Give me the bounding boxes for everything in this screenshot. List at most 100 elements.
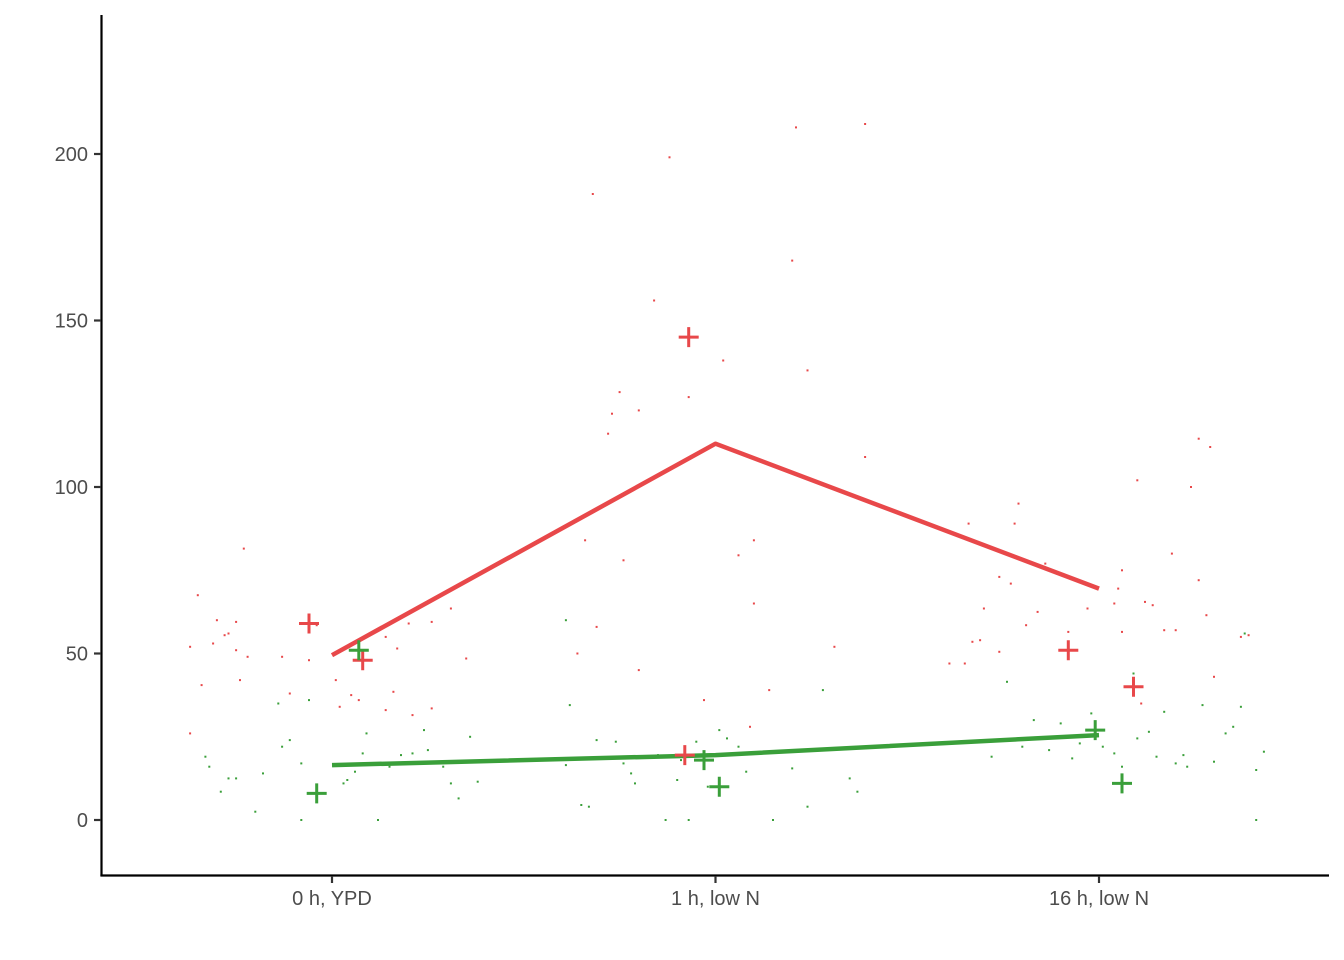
data-point-series-1 [795,126,797,129]
data-point-series-1 [1209,446,1212,448]
data-point-series-1 [1086,607,1089,610]
data-point-series-1 [396,647,399,650]
y-tick-label: 100 [55,477,88,499]
mean-lines-layer [330,441,1100,768]
data-point-series-2 [1155,755,1158,758]
data-point-series-2 [1132,672,1135,675]
summary-cross-series-2 [1085,720,1106,741]
data-point-series-1 [315,624,318,627]
data-point-series-1 [1144,600,1146,603]
data-point-series-1 [982,607,985,610]
data-point-series-1 [430,620,433,623]
data-point-series-2 [1006,680,1008,683]
data-point-series-2 [277,702,280,705]
data-point-series-1 [737,554,740,557]
y-tick-label: 150 [55,311,88,333]
x-tick-label: 0 h, YPD [292,888,372,910]
data-point-series-2 [856,790,859,793]
data-point-series-2 [1182,754,1185,757]
data-point-series-1 [833,645,836,648]
data-point-series-2 [821,689,824,692]
data-point-series-1 [1036,610,1039,613]
data-point-series-2 [1243,632,1246,635]
mean-line-series-2 [331,732,1100,768]
data-point-series-1 [246,655,249,658]
data-point-series-2 [1255,819,1258,821]
data-point-series-1 [1205,614,1208,617]
data-point-series-2 [388,765,391,768]
data-point-series-1 [618,391,621,394]
data-point-series-2 [400,754,402,757]
data-point-series-1 [722,359,725,362]
summary-cross-series-1 [299,613,319,634]
data-point-series-1 [212,642,215,645]
data-point-series-2 [706,785,709,788]
data-point-series-1 [227,632,230,635]
data-point-series-2 [595,739,598,742]
data-point-series-2 [1101,745,1104,748]
data-point-series-2 [680,759,682,762]
data-point-series-1 [357,699,360,702]
data-point-series-1 [637,409,640,412]
data-point-series-1 [864,123,867,125]
summary-cross-series-2 [306,783,327,804]
data-point-series-1 [668,156,671,159]
summary-cross-series-2 [694,750,714,771]
data-point-series-1 [1136,479,1139,482]
data-point-series-2 [1021,745,1024,748]
data-point-series-2 [1048,749,1051,752]
data-point-series-1 [864,456,867,458]
data-point-series-2 [676,779,679,781]
data-point-series-1 [200,684,203,687]
data-point-series-1 [189,645,192,648]
data-point-series-2 [377,819,379,821]
data-point-series-1 [576,652,579,655]
data-point-series-1 [791,259,794,262]
data-point-series-1 [611,412,613,415]
data-point-series-2 [227,777,230,780]
data-point-series-2 [1121,765,1123,768]
data-point-series-2 [1201,704,1204,707]
summary-cross-series-2 [1112,773,1132,794]
data-point-series-1 [806,369,809,372]
y-tick-label: 50 [66,644,88,666]
data-point-series-2 [848,777,851,780]
data-point-series-2 [1078,742,1081,745]
x-tick-label: 1 h, low N [671,888,760,910]
data-point-series-2 [346,779,349,781]
data-point-series-1 [1197,579,1200,582]
data-point-series-2 [288,739,291,742]
data-point-series-1 [591,193,594,195]
data-point-series-1 [235,620,238,623]
data-point-series-1 [407,622,410,625]
data-point-series-1 [1121,569,1123,572]
data-point-series-2 [1239,705,1242,708]
data-point-series-1 [1151,604,1154,607]
summary-cross-series-1 [674,745,695,766]
data-point-series-2 [587,805,590,808]
data-point-series-2 [791,767,794,770]
data-point-series-2 [1174,762,1177,765]
data-point-series-1 [1163,629,1166,632]
data-point-series-2 [1262,750,1265,753]
data-point-series-2 [235,777,238,780]
data-point-series-2 [281,745,284,748]
data-point-series-2 [634,782,636,785]
data-point-series-2 [745,770,748,773]
y-ticks: 0 50 100 150 200 [55,144,101,832]
data-point-series-2 [308,699,310,702]
data-point-series-2 [622,762,625,765]
data-point-series-2 [423,729,425,732]
points-layer [189,123,1265,821]
data-point-series-2 [476,780,479,783]
data-point-series-2 [726,737,728,740]
data-point-series-2 [1255,769,1258,771]
data-point-series-2 [1059,722,1062,725]
data-point-series-2 [1232,725,1235,728]
data-point-series-2 [254,810,257,813]
crosses-layer [299,327,1144,804]
data-point-series-1 [1121,630,1123,633]
data-point-series-2 [1090,712,1093,715]
data-point-series-1 [967,522,970,525]
data-point-series-1 [223,634,226,637]
